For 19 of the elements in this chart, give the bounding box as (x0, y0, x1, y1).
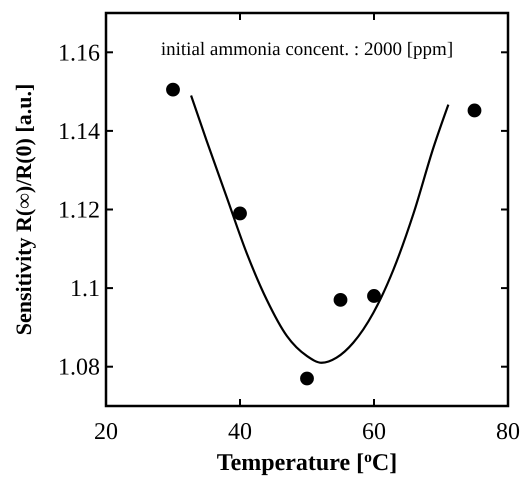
x-tick-label: 80 (496, 419, 520, 445)
y-tick-label: 1.08 (58, 354, 100, 381)
y-tick-label: 1.1 (70, 276, 100, 302)
x-tick-label: 60 (362, 419, 386, 445)
point (233, 206, 247, 220)
point (166, 82, 180, 97)
y-tick-label: 1.16 (58, 40, 100, 66)
x-tick-label: 40 (228, 419, 252, 445)
point (300, 372, 314, 386)
y-axis-title: Sensitivity R(∞)/R(0) [a.u.] (11, 84, 36, 336)
annotation: initial ammonia concent. : 2000 [ppm] (160, 39, 454, 60)
point (468, 104, 482, 118)
y-tick-label: 1.12 (58, 198, 100, 224)
line-series (190, 94, 450, 364)
y-tick-label: 1.14 (58, 118, 100, 145)
x-axis-title: Temperature [$^{o}$C] (216, 448, 398, 476)
point (334, 292, 348, 307)
point (367, 289, 381, 303)
x-tick-label: 20 (94, 419, 118, 445)
